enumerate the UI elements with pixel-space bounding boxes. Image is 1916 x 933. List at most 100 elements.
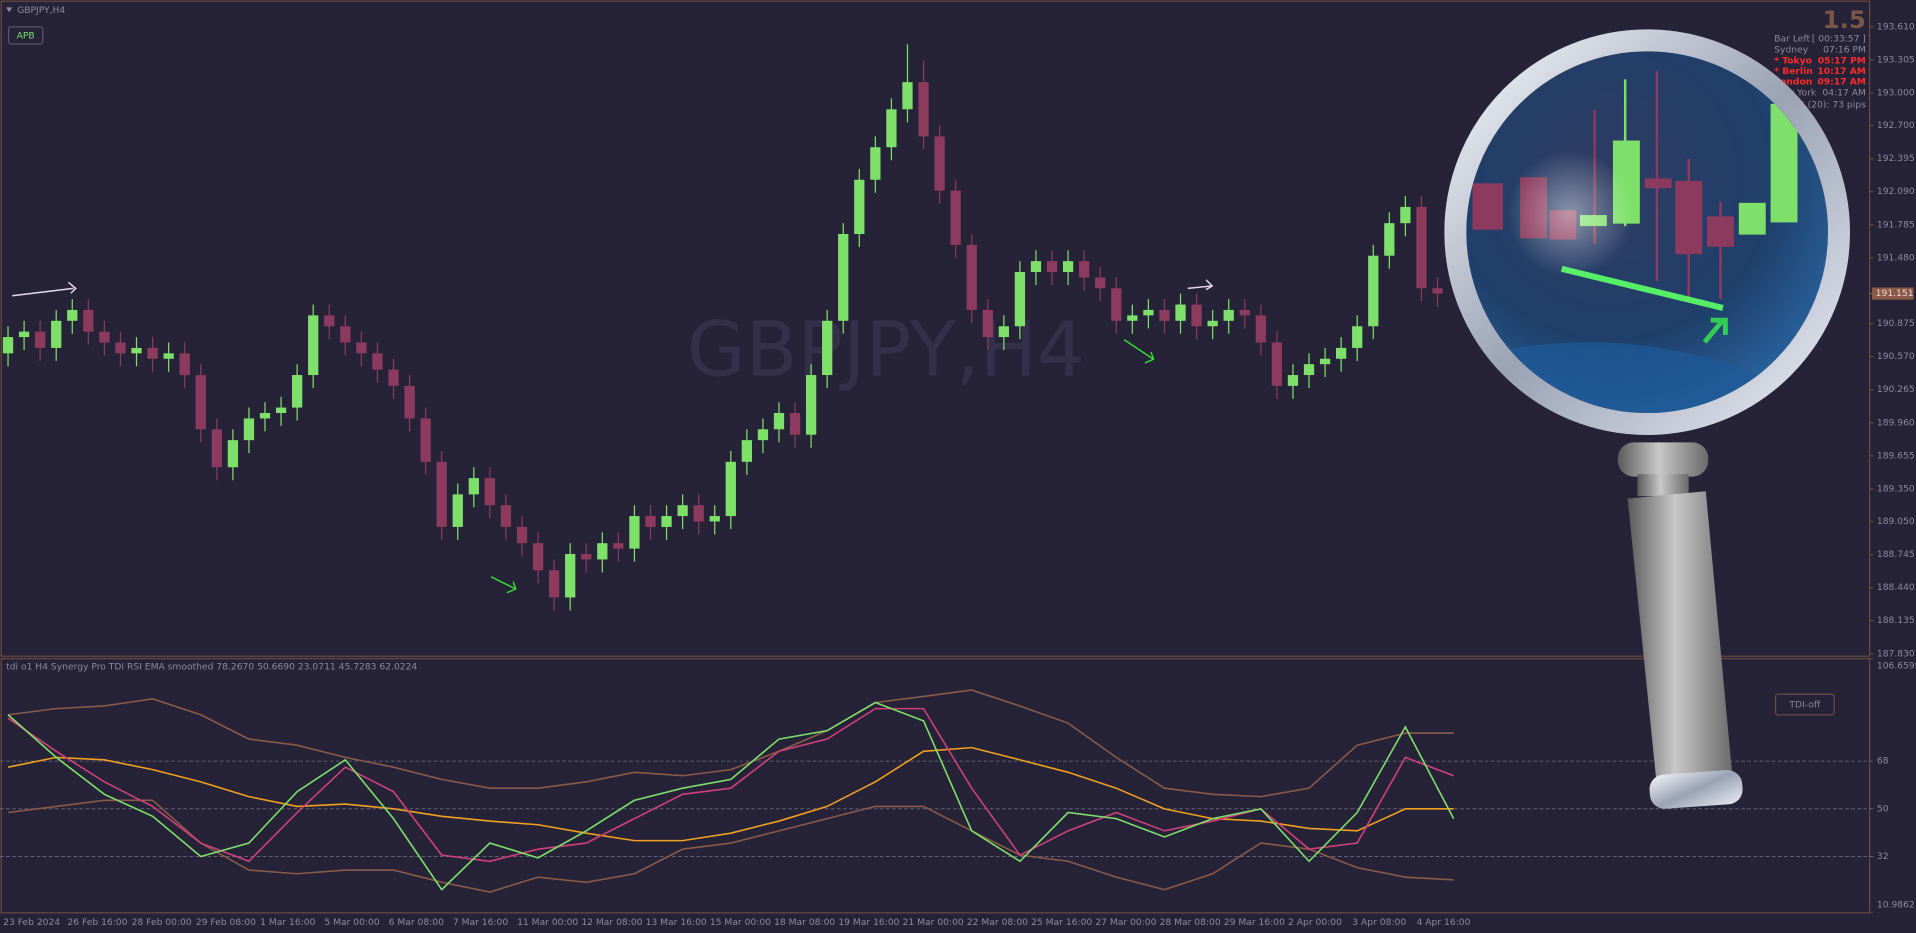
y-tick-label: 68 bbox=[1877, 756, 1889, 767]
candle-body bbox=[436, 461, 447, 527]
y-tick-label: 193.305 bbox=[1877, 54, 1915, 65]
candle-body bbox=[275, 407, 287, 414]
y-tick-label: 192.090 bbox=[1877, 186, 1915, 197]
candle-body bbox=[886, 109, 897, 148]
row-value: 04:17 AM bbox=[1822, 87, 1865, 98]
x-tick-label: 23 Feb 2024 bbox=[3, 917, 60, 928]
candle-body bbox=[725, 461, 736, 517]
candle-body bbox=[1127, 315, 1138, 321]
collapse-icon[interactable] bbox=[6, 7, 13, 13]
candle-body bbox=[532, 543, 544, 571]
candle-body bbox=[291, 375, 303, 408]
lens bbox=[1466, 51, 1829, 414]
candle-body bbox=[629, 516, 640, 549]
candle-body bbox=[902, 82, 913, 110]
y-tick-label: 188.745 bbox=[1877, 549, 1915, 560]
candle-body bbox=[709, 516, 720, 522]
neck bbox=[1637, 474, 1689, 497]
candle-body bbox=[500, 505, 512, 527]
y-tick-label: 189.350 bbox=[1877, 483, 1915, 494]
candle-body bbox=[1287, 375, 1299, 386]
candle-body bbox=[741, 440, 753, 462]
row-label: * Berlin bbox=[1774, 66, 1812, 77]
candle-body bbox=[548, 570, 560, 598]
plot: 193.610 193.305 193.000 192.700 192.395 192.0… bbox=[0, 21, 1916, 928]
candle-body bbox=[51, 320, 62, 348]
price-tag bbox=[1872, 287, 1914, 300]
candle-body bbox=[597, 543, 608, 560]
candle-body bbox=[35, 331, 46, 348]
candle-body bbox=[163, 353, 174, 359]
y-tick-label: 50 bbox=[1877, 803, 1889, 814]
candle-body bbox=[677, 505, 688, 517]
candle-body bbox=[1239, 309, 1250, 316]
candle-body bbox=[324, 315, 335, 327]
row-value: 09:17 AM bbox=[1817, 76, 1866, 87]
candle-body bbox=[259, 413, 271, 419]
signal-arrow bbox=[1187, 279, 1214, 291]
candle-body bbox=[372, 353, 383, 370]
x-tick-label: 15 Mar 00:00 bbox=[710, 917, 771, 928]
x-tick-label: 28 Feb 00:00 bbox=[132, 917, 192, 928]
y-tick-label: 188.440 bbox=[1877, 582, 1915, 593]
candle-body bbox=[1079, 261, 1090, 278]
candle-body bbox=[838, 234, 849, 321]
candle-body bbox=[1319, 358, 1331, 365]
x-tick-label: 6 Mar 08:00 bbox=[389, 917, 444, 928]
y-tick-label: 190.875 bbox=[1877, 318, 1915, 329]
candle-body bbox=[211, 429, 222, 468]
apb-button[interactable] bbox=[7, 26, 44, 45]
candle-body bbox=[645, 516, 656, 527]
indicator-line bbox=[7, 689, 1454, 798]
y-tick-label: 190.265 bbox=[1877, 384, 1915, 395]
candle-body bbox=[1432, 288, 1443, 294]
x-tick-label: 28 Mar 08:00 bbox=[1160, 917, 1221, 928]
x-tick-label: 5 Mar 00:00 bbox=[324, 917, 379, 928]
candle-body bbox=[243, 418, 255, 441]
candle-body bbox=[1159, 309, 1170, 321]
candle-body bbox=[1111, 288, 1122, 321]
tdi-off-label: TDI-off bbox=[1788, 700, 1820, 711]
x-tick-label: 4 Apr 16:00 bbox=[1417, 917, 1471, 928]
candle-body bbox=[1368, 255, 1379, 327]
y-tick-label: 187.830 bbox=[1877, 648, 1915, 659]
candle-body bbox=[131, 347, 142, 354]
indicator-title: tdi o1 H4 Synergy Pro TDI RSI EMA smooth… bbox=[6, 662, 417, 673]
candle-body bbox=[147, 347, 158, 359]
session-panel: Bar Left [ 00:33:57 ] Sydney 07:16 PM * … bbox=[1774, 34, 1866, 111]
candle-body bbox=[1303, 364, 1315, 376]
candle-body bbox=[404, 385, 415, 419]
handle-cap bbox=[1649, 770, 1743, 809]
indicator-line bbox=[7, 707, 1454, 863]
candle-body bbox=[356, 342, 367, 354]
candle-body bbox=[613, 543, 624, 549]
candle-body bbox=[1352, 326, 1363, 348]
candle-body bbox=[1271, 342, 1283, 386]
y-tick-label: 32 bbox=[1877, 851, 1889, 862]
x-tick-label: 22 Mar 08:00 bbox=[967, 917, 1028, 928]
y-tick-label: 193.610 bbox=[1877, 21, 1915, 32]
spread: 1.5 bbox=[1823, 5, 1866, 34]
x-tick-label: 7 Mar 16:00 bbox=[453, 917, 508, 928]
tdi-off-button[interactable] bbox=[1774, 693, 1835, 716]
signal-arrow bbox=[1123, 339, 1155, 364]
y-tick-label: 106.6599 bbox=[1877, 660, 1916, 671]
adr: ADR (20): 73 pips bbox=[1785, 100, 1866, 111]
candle-body bbox=[998, 326, 1009, 338]
candle-body bbox=[773, 413, 785, 430]
candle-body bbox=[1046, 261, 1058, 272]
x-tick-label: 29 Mar 16:00 bbox=[1224, 917, 1285, 928]
candle-body bbox=[661, 516, 672, 527]
row-value: 05:17 PM bbox=[1818, 56, 1866, 67]
candle-body bbox=[388, 369, 399, 386]
y-tick-label: 189.050 bbox=[1877, 516, 1915, 527]
candle-body bbox=[822, 320, 833, 376]
y-tick-label: 191.785 bbox=[1877, 219, 1915, 230]
candle-body bbox=[966, 244, 977, 310]
candle-body bbox=[67, 309, 78, 321]
x-tick-label: 3 Apr 08:00 bbox=[1352, 917, 1406, 928]
candle-body bbox=[854, 179, 865, 235]
candle-body bbox=[195, 375, 206, 430]
candle-body bbox=[340, 326, 351, 343]
candle-body bbox=[693, 505, 704, 522]
